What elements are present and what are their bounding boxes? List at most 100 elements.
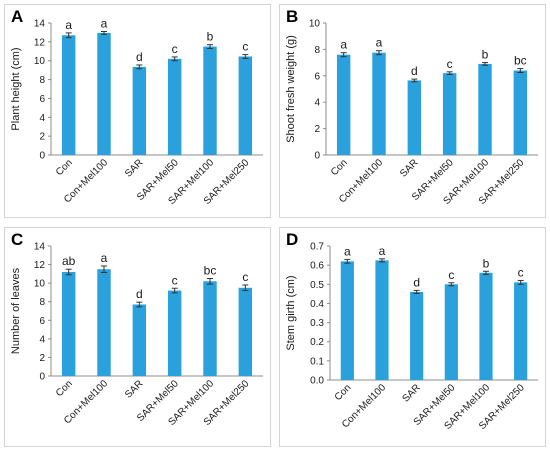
panel-b: B 0 2 4 6 8 10 Shoot fresh weight (g) a Con a Con+…: [279, 4, 546, 218]
y-tick-label: 4: [314, 98, 320, 109]
significance-letter: b: [207, 30, 214, 44]
significance-letter: a: [101, 251, 108, 265]
significance-letter: b: [482, 48, 489, 62]
y-tick-label: 8: [314, 45, 320, 56]
stem-girth-chart: 0.0 0.1 0.2 0.3 0.4 0.5 0.6 0.7 Stem girth (cm) a…: [285, 242, 538, 432]
x-tick-label: Con: [333, 382, 354, 403]
bar: [97, 32, 111, 155]
y-tick-label: 12: [34, 260, 46, 271]
significance-letter: a: [65, 18, 72, 32]
bar: [442, 73, 457, 155]
significance-letter: c: [447, 57, 453, 71]
panel-a: A 0 2 4 6 8 10 12 14 Plant height (cm) a Con a Con+M…: [4, 4, 271, 218]
y-axis-label: Shoot fresh weight (g): [285, 35, 297, 143]
significance-letter: d: [411, 64, 418, 78]
significance-letter: bc: [514, 54, 527, 68]
significance-letter: d: [136, 50, 143, 64]
y-tick-label: 0: [314, 151, 320, 162]
bar: [479, 272, 493, 380]
x-tick-label: Con: [329, 157, 350, 178]
bar: [167, 58, 182, 156]
y-tick-label: 6: [39, 316, 45, 327]
x-tick-label: Con: [54, 157, 75, 178]
y-tick-label: 2: [39, 132, 45, 143]
bar: [478, 63, 492, 155]
significance-letter: c: [172, 42, 178, 56]
y-axis-label: Number of leaves: [10, 267, 22, 354]
y-tick-label: 0: [39, 151, 45, 162]
significance-letter: c: [172, 273, 178, 287]
y-tick-label: 0: [39, 372, 45, 383]
y-tick-label: 12: [34, 37, 46, 48]
y-tick-label: 0.4: [310, 299, 324, 310]
y-tick-label: 0.5: [310, 280, 324, 291]
significance-letter: c: [242, 40, 248, 54]
y-tick-label: 0.2: [310, 337, 324, 348]
bar: [514, 282, 528, 380]
bar: [238, 287, 253, 376]
bar: [203, 46, 217, 156]
bar: [407, 80, 422, 155]
y-tick-label: 0.1: [310, 356, 324, 367]
bar: [372, 52, 386, 156]
y-axis-label: Plant height (cm): [10, 47, 22, 130]
y-tick-label: 14: [34, 242, 46, 253]
x-tick-label: SAR: [398, 157, 420, 179]
bar: [167, 290, 182, 376]
panel-letter: B: [286, 7, 299, 26]
significance-letter: bc: [204, 264, 217, 278]
panel-letter: A: [11, 7, 24, 26]
y-tick-label: 0.3: [310, 318, 324, 329]
y-tick-label: 8: [39, 75, 45, 86]
significance-letter: b: [483, 256, 490, 270]
x-tick-label: SAR: [123, 378, 145, 400]
bar: [375, 260, 389, 380]
y-tick-label: 10: [309, 19, 321, 30]
y-tick-label: 0.7: [310, 242, 324, 253]
significance-letter: d: [136, 287, 143, 301]
bar: [203, 281, 217, 376]
bar: [238, 56, 253, 155]
panel-letter: C: [11, 230, 24, 249]
x-tick-label: SAR: [123, 157, 145, 179]
bar: [97, 269, 111, 376]
y-axis-label: Stem girth (cm): [285, 275, 297, 350]
significance-letter: c: [518, 265, 524, 279]
panel-d: D 0.0 0.1 0.2 0.3 0.4 0.5 0.6 0.7 Stem girth (cm…: [279, 227, 546, 447]
significance-letter: c: [242, 270, 248, 284]
bar: [410, 291, 424, 380]
bar: [340, 261, 354, 380]
y-tick-label: 14: [34, 19, 46, 30]
bar: [444, 284, 458, 380]
significance-letter: ab: [62, 254, 76, 268]
bar: [61, 272, 76, 376]
y-tick-label: 8: [39, 297, 45, 308]
y-tick-label: 6: [314, 71, 320, 82]
y-tick-label: 4: [39, 113, 45, 124]
bar: [132, 66, 147, 155]
significance-letter: a: [101, 16, 108, 30]
bar: [132, 304, 147, 376]
significance-letter: a: [340, 38, 347, 52]
bar: [513, 70, 528, 155]
significance-letter: a: [344, 244, 351, 258]
y-tick-label: 2: [39, 353, 45, 364]
y-tick-label: 10: [34, 56, 46, 67]
x-tick-label: Con: [54, 378, 75, 399]
y-tick-label: 4: [39, 334, 45, 345]
y-tick-label: 6: [39, 94, 45, 105]
y-tick-label: 0.6: [310, 261, 324, 272]
significance-letter: a: [379, 244, 386, 258]
significance-letter: d: [413, 275, 420, 289]
bar: [336, 54, 351, 155]
significance-letter: c: [448, 268, 454, 282]
panel-letter: D: [286, 230, 299, 249]
y-tick-label: 10: [34, 279, 46, 290]
significance-letter: a: [376, 36, 383, 50]
bar: [61, 35, 76, 155]
y-tick-label: 2: [314, 124, 320, 135]
panel-c: C 0 2 4 6 8 10 12 14 Number of leaves ab Con a Con+M…: [4, 227, 271, 447]
